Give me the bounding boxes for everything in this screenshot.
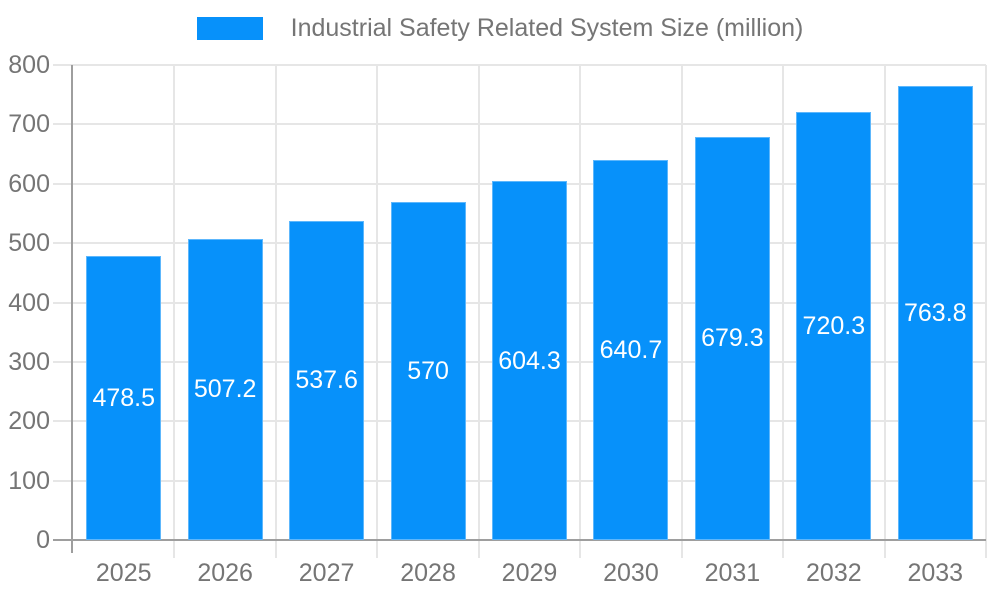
x-axis-tick-label: 2027 [298, 559, 355, 587]
bar-2031[interactable] [694, 136, 770, 540]
gridline-vertical [477, 65, 480, 558]
gridline-vertical [883, 65, 886, 558]
y-axis-tick-label: 400 [8, 288, 50, 317]
bar-2029[interactable] [492, 181, 567, 540]
gridline-horizontal [53, 64, 986, 66]
x-axis-tick-label: 2030 [603, 559, 659, 587]
y-axis-tick-label: 700 [8, 110, 50, 139]
y-axis-tick-label: 200 [8, 407, 50, 436]
y-axis-tick-label: 600 [8, 169, 50, 198]
gridline-vertical [173, 65, 176, 558]
y-axis-tick-label: 800 [8, 51, 50, 79]
x-axis-tick-label: 2029 [501, 559, 558, 587]
y-axis-line [71, 65, 73, 553]
legend-swatch[interactable] [196, 17, 263, 40]
bar-2026[interactable] [187, 238, 263, 540]
x-axis-tick-label: 2028 [400, 559, 456, 587]
x-axis-line [53, 539, 986, 541]
gridline-vertical [680, 65, 683, 558]
bar-2025[interactable] [86, 255, 162, 540]
bar-2030[interactable] [593, 159, 669, 540]
gridline-vertical [579, 65, 582, 558]
gridline-vertical [782, 65, 785, 558]
y-axis-tick-label: 100 [8, 466, 50, 495]
gridline-vertical [274, 65, 277, 558]
y-axis-tick-label: 0 [36, 526, 50, 554]
x-axis-tick-label: 2033 [907, 559, 964, 587]
legend-label: Industrial Safety Related System Size (m… [290, 14, 804, 42]
legend-item[interactable]: Industrial Safety Related System Size (m… [0, 14, 1000, 43]
bar-2028[interactable] [390, 201, 466, 540]
y-axis-tick-label: 500 [8, 229, 50, 258]
gridline-vertical [376, 65, 379, 558]
bar-2032[interactable] [796, 112, 872, 540]
y-axis-tick-label: 300 [8, 347, 50, 376]
x-axis-tick-label: 2032 [806, 559, 862, 587]
x-axis-tick-label: 2025 [95, 559, 152, 587]
x-axis-tick-label: 2026 [197, 559, 253, 587]
gridline-horizontal [53, 123, 986, 126]
gridline-vertical [985, 65, 987, 558]
x-axis-tick-label: 2031 [704, 559, 761, 587]
bar-2027[interactable] [289, 220, 365, 540]
bar-2033[interactable] [897, 86, 973, 540]
